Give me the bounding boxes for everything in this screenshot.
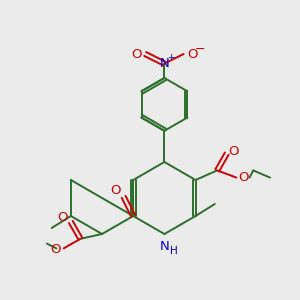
Text: +: + xyxy=(167,53,174,62)
Text: O: O xyxy=(50,243,61,256)
Text: O: O xyxy=(110,184,121,197)
Text: O: O xyxy=(131,47,142,61)
Text: N: N xyxy=(160,239,169,253)
Text: O: O xyxy=(238,171,249,184)
Text: N: N xyxy=(160,57,169,70)
Text: O: O xyxy=(57,211,68,224)
Text: O: O xyxy=(229,145,239,158)
Text: H: H xyxy=(170,246,178,256)
Text: −: − xyxy=(195,43,206,56)
Text: O: O xyxy=(187,47,197,61)
